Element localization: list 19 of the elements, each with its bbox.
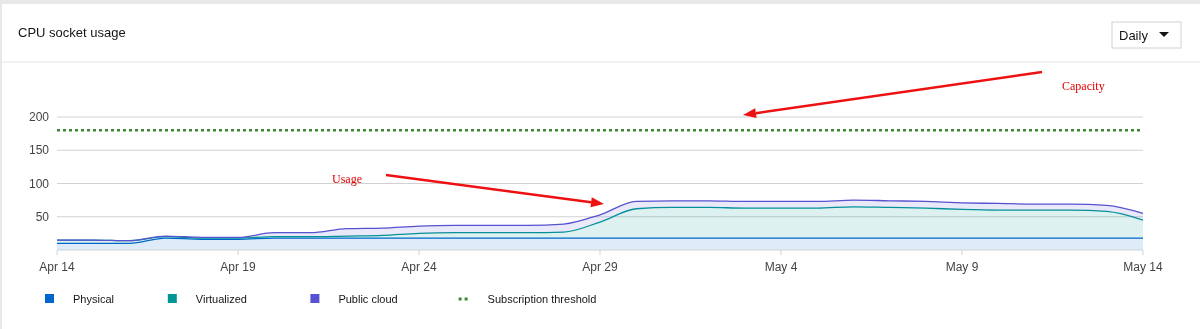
y-tick-label: 150 bbox=[28, 143, 50, 158]
x-tick-label: May 9 bbox=[945, 260, 979, 274]
x-tick-label: Apr 19 bbox=[220, 260, 256, 274]
annotation: Usage bbox=[332, 172, 362, 186]
legend-label: Virtualized bbox=[195, 293, 247, 305]
x-tick-label: Apr 24 bbox=[401, 260, 437, 274]
text: Daily bbox=[1119, 28, 1149, 43]
y-tick-label: 200 bbox=[28, 110, 50, 124]
x-tick-label: Apr 14 bbox=[39, 260, 75, 274]
x-tick-label: May 4 bbox=[764, 260, 798, 274]
legend-label: Subscription threshold bbox=[487, 293, 597, 305]
legend-label: Physical bbox=[73, 293, 114, 305]
y-tick-label: 100 bbox=[28, 176, 50, 191]
x-tick-label: May 14 bbox=[1123, 260, 1163, 274]
x-tick-label: Apr 29 bbox=[582, 260, 618, 274]
text: Capacity bbox=[1062, 79, 1105, 93]
chart-title: CPU socket usage bbox=[18, 25, 126, 40]
y-tick-label: 50 bbox=[35, 209, 50, 224]
legend-label: Public cloud bbox=[338, 293, 398, 305]
